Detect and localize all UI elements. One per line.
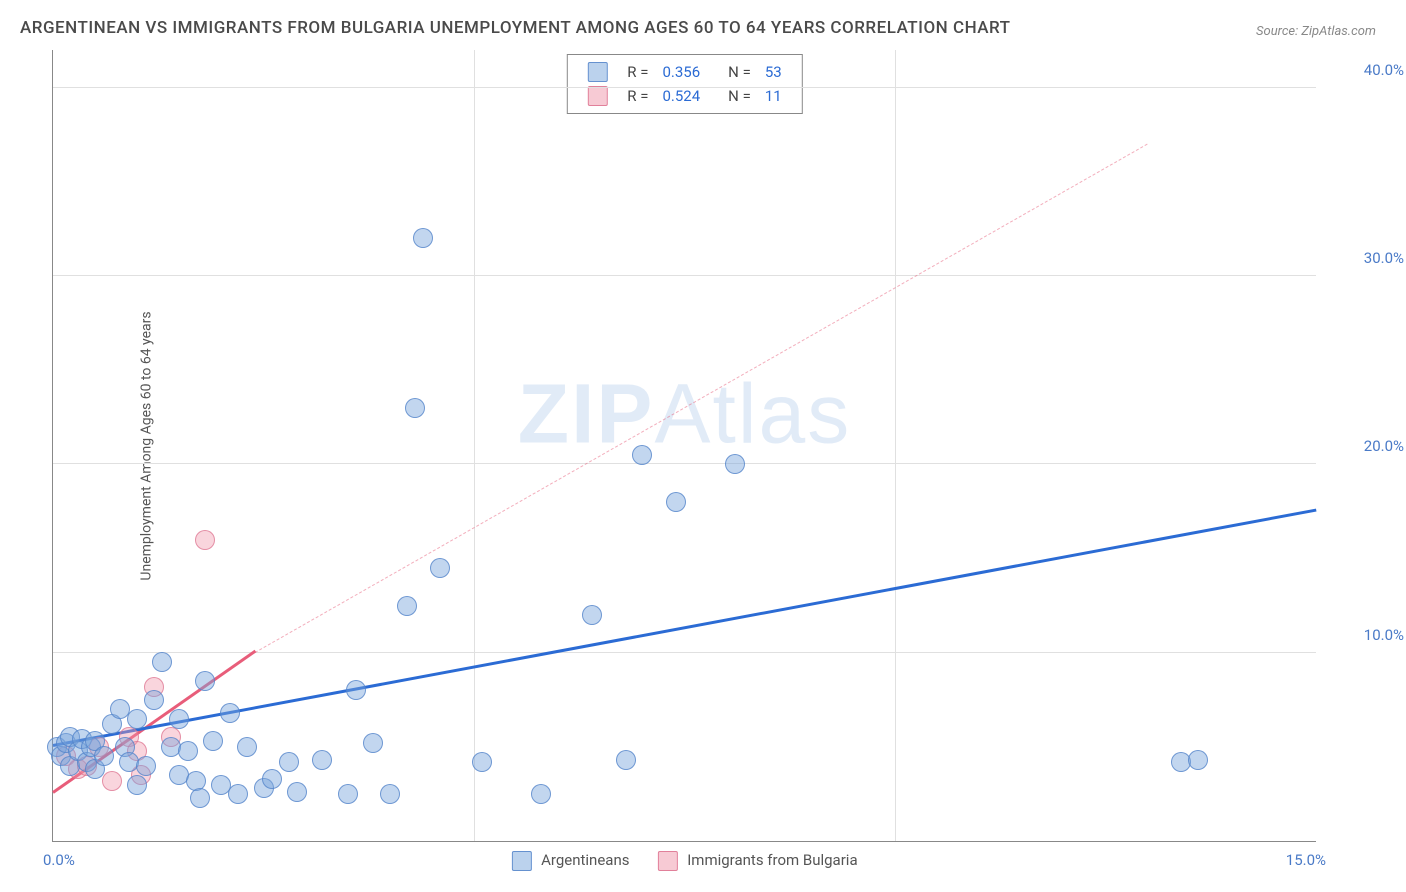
- data-point-blue: [262, 769, 282, 789]
- data-point-blue: [228, 784, 248, 804]
- legend-row-pink: R = 0.524 N = 11: [581, 85, 787, 107]
- data-point-blue: [616, 750, 636, 770]
- data-point-blue: [338, 784, 358, 804]
- data-point-blue: [725, 454, 745, 474]
- data-point-blue: [287, 782, 307, 802]
- legend-item-pink: Immigrants from Bulgaria: [657, 851, 857, 871]
- chart-title: ARGENTINEAN VS IMMIGRANTS FROM BULGARIA …: [20, 18, 1011, 38]
- data-point-blue: [127, 709, 147, 729]
- x-tick-min: 0.0%: [43, 851, 75, 869]
- gridline-h: [53, 463, 1316, 464]
- trendline-blue: [53, 508, 1317, 746]
- x-tick-max: 15.0%: [1286, 851, 1326, 869]
- data-point-blue: [397, 596, 417, 616]
- gridline-v: [474, 50, 475, 841]
- source-label: Source: ZipAtlas.com: [1256, 24, 1376, 39]
- series-legend: Argentineans Immigrants from Bulgaria: [511, 851, 857, 871]
- swatch-blue-icon: [511, 851, 531, 871]
- data-point-blue: [472, 752, 492, 772]
- swatch-pink-icon: [657, 851, 677, 871]
- data-point-blue: [346, 680, 366, 700]
- data-point-blue: [136, 756, 156, 776]
- data-point-blue: [666, 492, 686, 512]
- y-tick-label: 40.0%: [1324, 61, 1404, 79]
- data-point-blue: [152, 652, 172, 672]
- data-point-blue: [127, 775, 147, 795]
- data-point-blue: [632, 445, 652, 465]
- gridline-h: [53, 275, 1316, 276]
- swatch-pink-icon: [587, 86, 607, 106]
- data-point-blue: [1188, 750, 1208, 770]
- correlation-legend: R = 0.356 N = 53 R = 0.524 N = 11: [566, 54, 802, 114]
- data-point-blue: [144, 690, 164, 710]
- legend-row-blue: R = 0.356 N = 53: [581, 61, 787, 83]
- data-point-blue: [582, 605, 602, 625]
- data-point-blue: [363, 733, 383, 753]
- data-point-blue: [380, 784, 400, 804]
- y-tick-label: 30.0%: [1324, 249, 1404, 267]
- y-tick-label: 10.0%: [1324, 626, 1404, 644]
- data-point-blue: [413, 228, 433, 248]
- data-point-blue: [220, 703, 240, 723]
- data-point-blue: [312, 750, 332, 770]
- y-tick-label: 20.0%: [1324, 437, 1404, 455]
- legend-item-blue: Argentineans: [511, 851, 629, 871]
- gridline-h: [53, 652, 1316, 653]
- data-point-blue: [237, 737, 257, 757]
- data-point-blue: [178, 741, 198, 761]
- gridline-v: [895, 50, 896, 841]
- watermark: ZIPAtlas: [518, 365, 851, 462]
- data-point-blue: [169, 709, 189, 729]
- data-point-pink: [102, 771, 122, 791]
- scatter-chart: ZIPAtlas R = 0.356 N = 53 R = 0.524 N = …: [52, 50, 1316, 842]
- data-point-blue: [405, 398, 425, 418]
- data-point-blue: [430, 558, 450, 578]
- data-point-blue: [190, 788, 210, 808]
- data-point-blue: [195, 671, 215, 691]
- data-point-blue: [531, 784, 551, 804]
- data-point-blue: [203, 731, 223, 751]
- data-point-pink: [195, 530, 215, 550]
- swatch-blue-icon: [587, 62, 607, 82]
- data-point-blue: [94, 746, 114, 766]
- data-point-blue: [279, 752, 299, 772]
- trendline-pink-extrapolated: [255, 143, 1148, 652]
- gridline-h: [53, 87, 1316, 88]
